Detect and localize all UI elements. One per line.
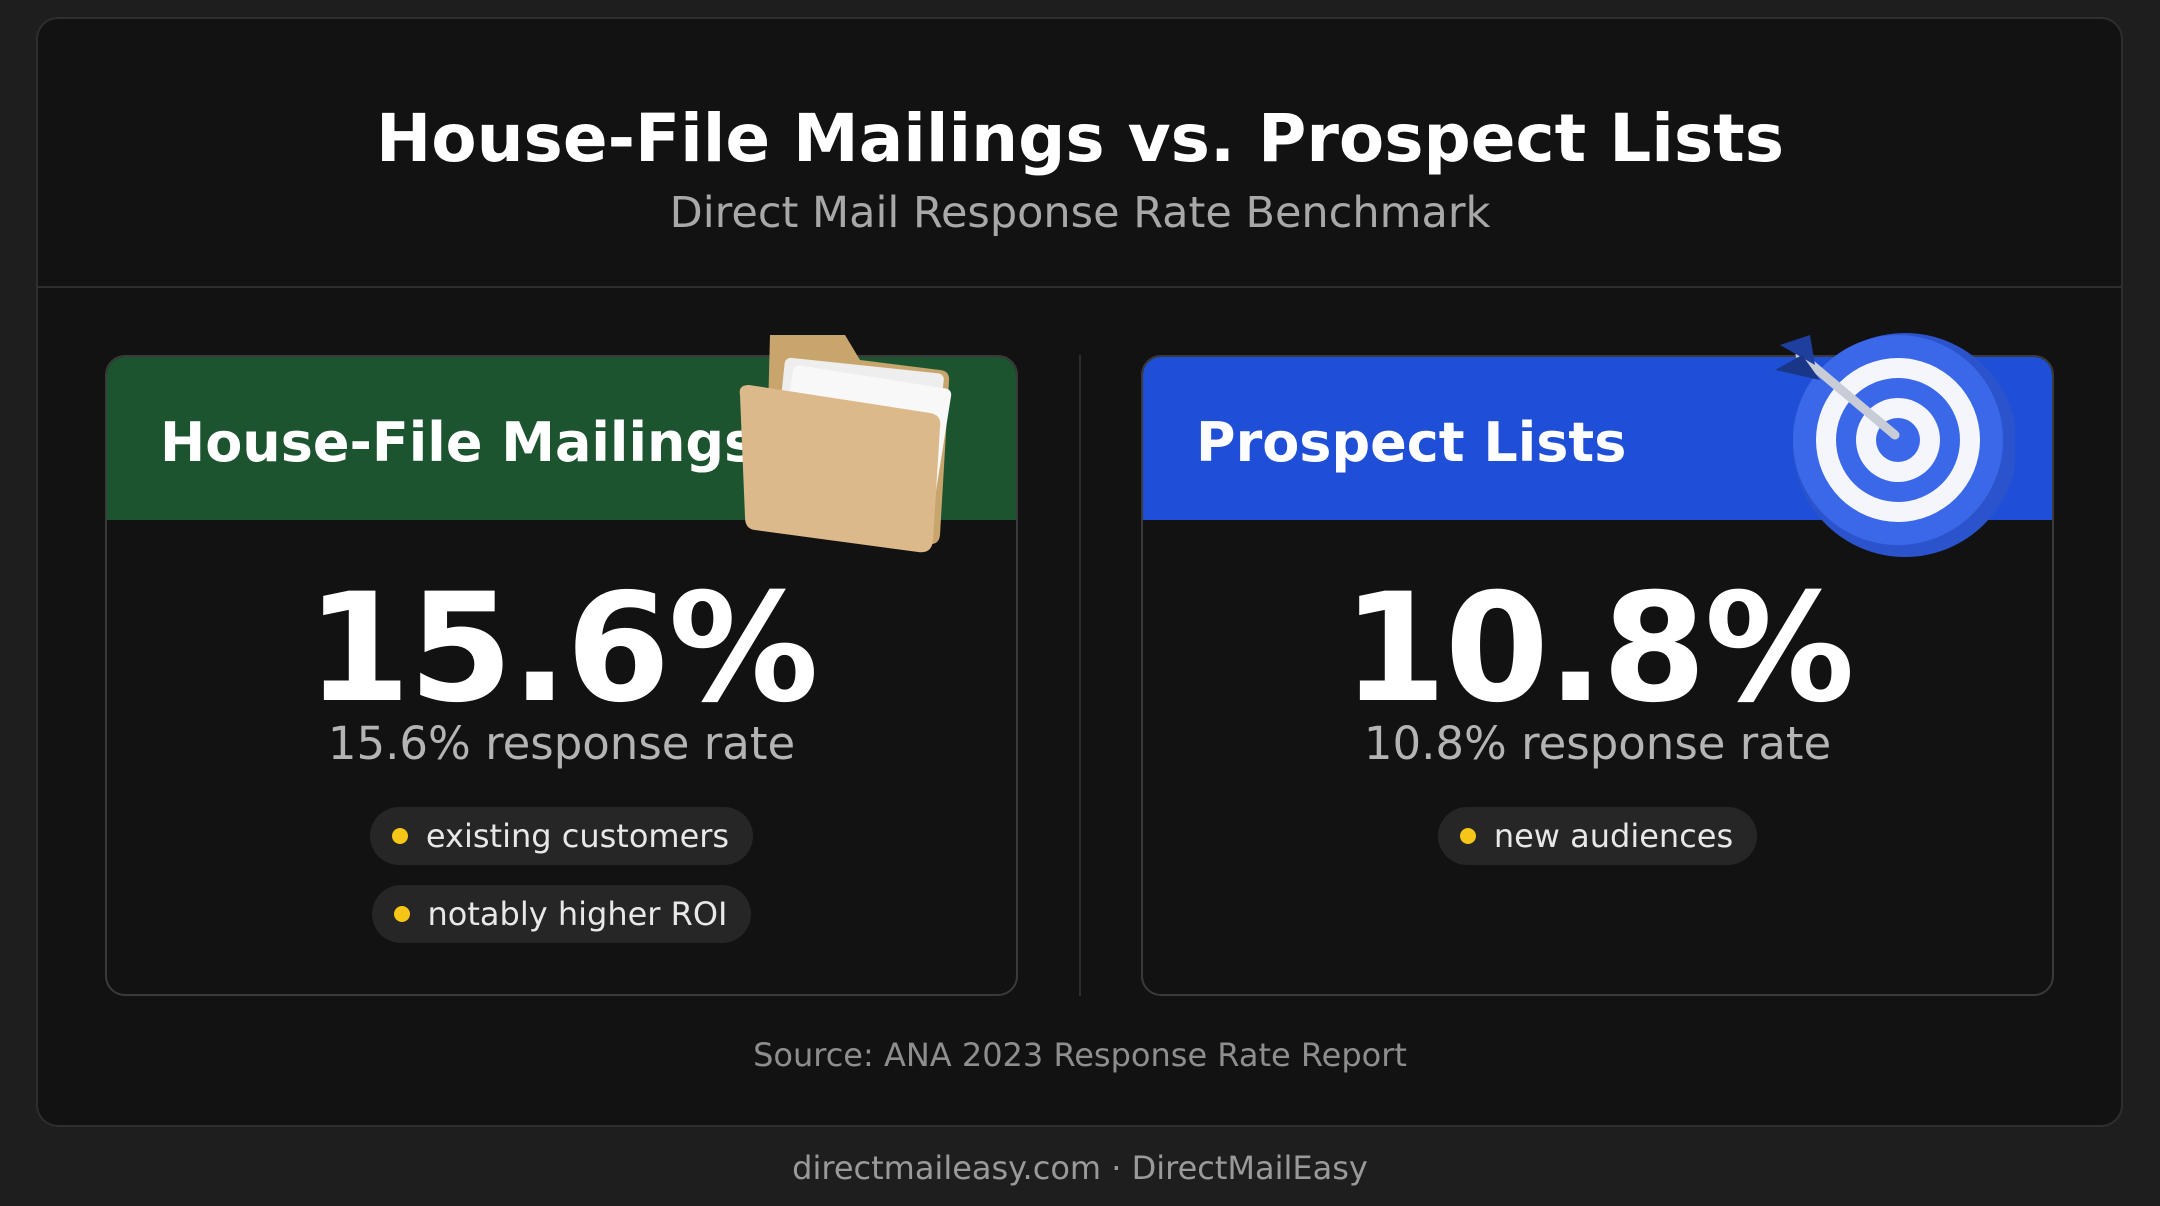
title: House-File Mailings vs. Prospect Lists	[375, 100, 1784, 177]
big-value: 10.8%	[1342, 562, 1854, 736]
subtitle: Direct Mail Response Rate Benchmark	[669, 188, 1491, 238]
tag: existing customers	[369, 807, 754, 865]
tag-list: existing customers notably higher ROI	[107, 807, 1016, 943]
tag: new audiences	[1437, 807, 1758, 865]
target-icon	[1775, 333, 2015, 557]
card-title: House-File Mailings	[160, 411, 757, 474]
card: House-File Mailings 15.6% 15.6% response…	[105, 355, 1018, 996]
source: Source: ANA 2023 Response Rate Report	[753, 1036, 1407, 1074]
divider	[38, 286, 2121, 288]
big-value: 15.6%	[306, 562, 818, 736]
caption: 10.8% response rate	[1363, 717, 1832, 770]
caption: 15.6% response rate	[327, 717, 796, 770]
divider	[1079, 355, 1081, 996]
tag: notably higher ROI	[371, 885, 752, 943]
tag-list: new audiences	[1143, 807, 2052, 865]
card-title: Prospect Lists	[1196, 411, 1627, 474]
footer: directmaileasy.com · DirectMailEasy	[792, 1149, 1368, 1187]
folder-icon	[739, 335, 952, 553]
